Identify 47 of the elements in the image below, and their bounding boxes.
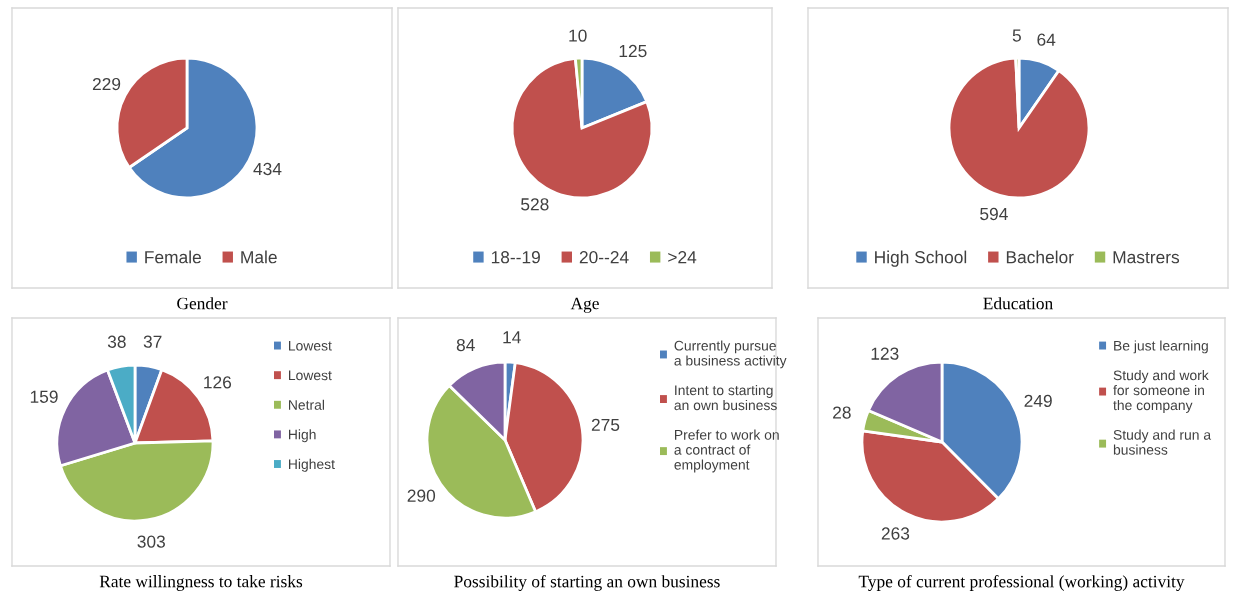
data-label: 37 xyxy=(143,335,162,348)
data-label: 594 xyxy=(980,207,1008,221)
legend-label: Be just learning xyxy=(1114,340,1208,354)
legend-label: Mastrers xyxy=(1113,251,1180,264)
text: Gender xyxy=(177,297,228,310)
data-label: 303 xyxy=(137,535,165,548)
legend-label: >24 xyxy=(668,251,697,264)
data-label: 159 xyxy=(30,390,58,403)
data-label: 5 xyxy=(1012,29,1021,42)
data-label: 434 xyxy=(253,162,282,176)
legend-label: Female xyxy=(145,250,201,264)
text: Rate willingness to take risks xyxy=(99,575,303,591)
legend-label: 18--19 xyxy=(491,251,540,264)
data-label: 229 xyxy=(92,77,121,91)
legend-label: Highest xyxy=(289,458,335,472)
data-label: 125 xyxy=(619,44,647,58)
data-label: 275 xyxy=(591,418,620,432)
legend-label: Bachelor xyxy=(1006,250,1074,264)
data-label: 64 xyxy=(1037,33,1056,46)
legend-label: Netral xyxy=(289,399,324,410)
text: Possibility of starting an own business xyxy=(454,575,720,591)
data-label: 84 xyxy=(456,338,475,352)
legend-label: Prefer to work on a contract of employment xyxy=(674,429,779,473)
data-label: 126 xyxy=(204,376,232,389)
legend-label: Study and run a business xyxy=(1113,429,1212,455)
data-label: 28 xyxy=(833,406,851,419)
data-label: 263 xyxy=(881,527,910,540)
data-label: 38 xyxy=(107,335,126,348)
data-label: 123 xyxy=(871,347,899,360)
data-label: 249 xyxy=(1024,394,1052,408)
legend-label: Intent to starting an own business xyxy=(674,384,777,411)
pie-slice xyxy=(947,56,1091,200)
data-label: 290 xyxy=(407,489,436,502)
legend-label: High School xyxy=(875,250,967,267)
legend-label: Currently pursue a business activity xyxy=(674,340,787,369)
legend-label: Study and work for someone in the company xyxy=(1113,370,1209,413)
data-label: 10 xyxy=(569,29,587,42)
legend-label: 20--24 xyxy=(579,251,629,264)
data-label: 14 xyxy=(503,331,521,344)
text: Type of current professional (working) activity xyxy=(858,575,1185,591)
legend-label: Lowest xyxy=(289,340,332,351)
legend-label: Male xyxy=(241,250,277,264)
data-label: 528 xyxy=(521,198,549,211)
text: Age xyxy=(570,297,599,313)
legend-label: High xyxy=(289,429,316,443)
text: Education xyxy=(983,297,1053,310)
legend-label: Lowest xyxy=(289,370,332,381)
